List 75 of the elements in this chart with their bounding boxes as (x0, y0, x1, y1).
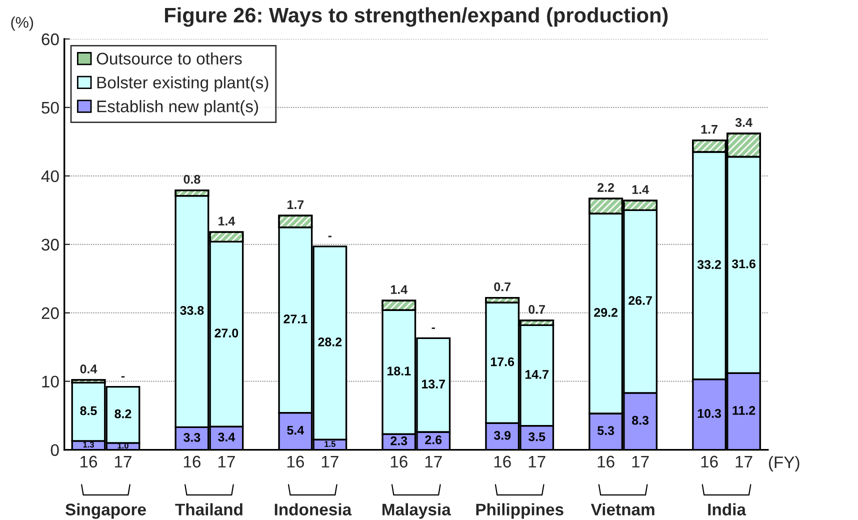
data-label: 18.1 (388, 366, 411, 376)
y-tick-label: 60 (42, 33, 59, 46)
y-tick-label: 30 (42, 238, 59, 251)
x-tick-label: 17 (218, 456, 235, 468)
data-label: 3.5 (528, 432, 546, 442)
data-label: 0.8 (184, 174, 200, 184)
x-tick-label: 16 (390, 456, 408, 468)
x-tick-label: 16 (184, 456, 200, 468)
text: Thailand (175, 503, 242, 516)
data-label: 27.0 (214, 328, 238, 338)
data-label: 33.2 (697, 260, 721, 269)
data-label: 1.4 (390, 285, 408, 294)
x-tick-label: 16 (287, 456, 304, 468)
data-label: 31.6 (732, 259, 756, 268)
data-label: 0.7 (494, 282, 510, 292)
x-tick-label: 17 (322, 456, 338, 468)
data-label: 2.2 (598, 183, 614, 192)
text: Singapore (65, 503, 146, 519)
data-label: 5.3 (598, 426, 614, 436)
y-tick-label: 50 (42, 102, 59, 114)
data-label: 28.2 (318, 337, 342, 346)
data-label: 14.7 (525, 370, 548, 379)
data-label: 1.5 (324, 441, 336, 447)
data-label: - (328, 236, 332, 238)
legend-label: Bolster existing plant(s) (97, 76, 268, 92)
x-tick-label: 16 (494, 456, 511, 468)
data-label: 10.3 (698, 409, 721, 418)
data-label: 33.8 (180, 306, 204, 315)
data-label: 3.4 (218, 432, 236, 442)
x-tick-label: 16 (701, 456, 718, 468)
text: Indonesia (274, 503, 352, 516)
data-label: 3.9 (494, 430, 511, 440)
data-label: 17.6 (490, 357, 514, 366)
data-label: 8.2 (114, 409, 132, 418)
data-label: 1.4 (632, 185, 649, 194)
data-label: 29.2 (594, 308, 618, 317)
y-tick-label: 40 (41, 170, 59, 182)
data-label: 2.6 (425, 435, 442, 444)
text: Malaysia (382, 503, 451, 519)
data-label: 8.5 (80, 406, 97, 416)
x-tick-label: 16 (598, 456, 614, 468)
x-axis-title: (FY) (768, 456, 800, 472)
text: Philippines (476, 503, 564, 519)
y-axis-title: (%) (11, 16, 34, 31)
text: Vietnam (590, 503, 654, 516)
x-tick-label: 17 (632, 456, 649, 468)
data-label: 13.7 (422, 380, 445, 388)
data-label: 1.4 (218, 216, 236, 226)
data-label: 2.3 (390, 436, 408, 446)
y-tick-label: 20 (42, 307, 59, 320)
data-label: 5.4 (287, 426, 304, 435)
text: India (708, 503, 746, 516)
legend-label: Establish new plant(s) (97, 100, 258, 116)
data-label: 0.7 (528, 304, 545, 314)
data-label: 8.3 (632, 416, 649, 425)
data-label: 3.4 (735, 118, 752, 127)
data-label: 1.3 (83, 442, 94, 448)
data-label: 3.3 (184, 433, 200, 442)
x-tick-label: 17 (736, 456, 752, 468)
x-tick-label: 16 (80, 456, 98, 468)
x-tick-label: 17 (114, 456, 132, 468)
data-label: 1.7 (288, 200, 304, 209)
x-tick-label: 17 (528, 456, 546, 468)
data-label: 27.1 (284, 314, 308, 324)
chart-title: Figure 26: Ways to strengthen/expand (production) (165, 7, 668, 27)
data-label: 11.2 (732, 406, 756, 415)
y-tick-label: 0 (50, 444, 59, 456)
data-label: - (432, 328, 435, 329)
y-tick-label: 10 (42, 376, 59, 388)
data-label: 26.7 (628, 296, 652, 305)
x-tick-label: 17 (425, 456, 442, 468)
data-label: - (121, 376, 125, 378)
data-label: 0.4 (80, 364, 98, 374)
data-label: 1.7 (701, 125, 718, 134)
legend-label: Outsource to others (96, 52, 242, 65)
